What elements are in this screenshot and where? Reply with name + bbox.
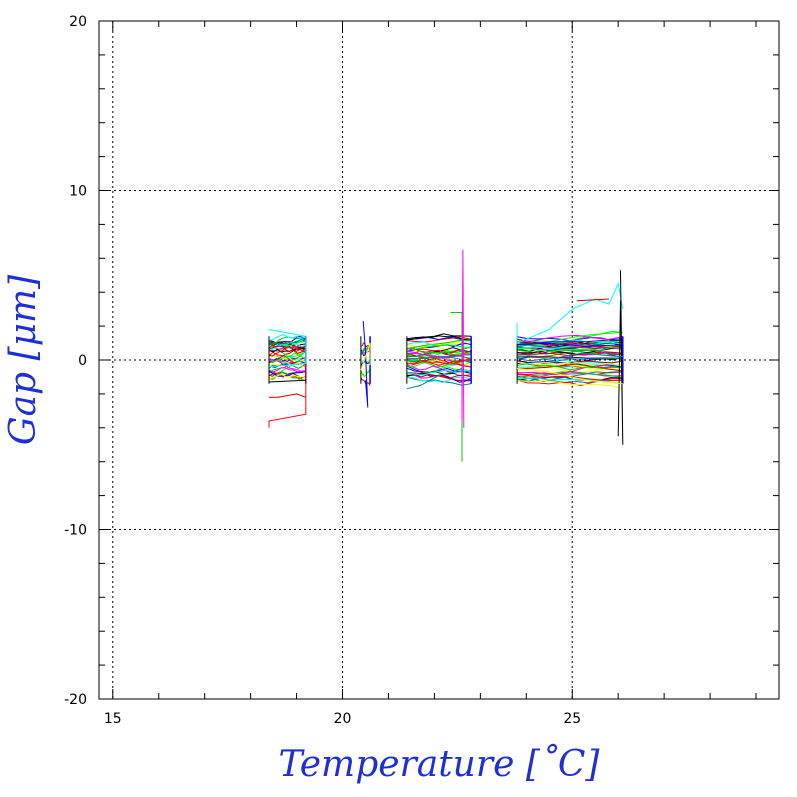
series-line [461,249,465,428]
series-line [411,344,472,351]
series-line [517,361,623,367]
series-line [406,369,472,376]
series-line [517,342,623,347]
x-tick-label: 20 [334,711,352,727]
x-axis-title: Temperature [˚C] [279,744,601,785]
series-line [268,334,307,342]
series-line [362,320,369,408]
series-line [517,345,623,355]
series-line [268,338,306,345]
series-line [268,341,306,351]
x-tick-label: 15 [104,711,122,727]
y-tick-label: 0 [78,353,87,369]
series-line [406,358,472,368]
series-line [268,359,306,373]
series-line [517,363,623,371]
series-line [517,363,623,372]
tick-labels: 15 20 25 20 10 0 -10 -20 [64,14,581,727]
series-line [406,359,472,366]
series-line [576,298,610,302]
series-line [406,335,472,341]
series-line [517,342,623,349]
series-line [517,352,623,359]
series-line [406,339,472,350]
y-axis-title: Gap [μm] [3,274,44,445]
y-tick-label: 10 [69,184,87,200]
series-line [268,379,306,383]
series-line [360,342,371,371]
x-tick-label: 25 [563,711,581,727]
series-line [517,357,623,362]
series-line [517,368,623,385]
series-line [360,368,371,378]
series-line [268,341,306,347]
series-line [268,373,306,380]
series-line [269,393,306,398]
series-line [406,347,472,354]
series-line [268,370,306,377]
series-line [268,339,307,428]
series-line [268,346,307,353]
series-line [406,355,472,362]
series-line [268,371,306,382]
series-line [268,344,307,352]
series-line [406,333,472,340]
series-line [268,354,306,363]
series-line [517,330,623,345]
series-line [406,376,472,386]
series-line [268,362,307,369]
series-line [517,377,623,385]
series-line [517,379,623,389]
series-line [268,351,306,363]
series-line [517,371,623,377]
series-line [406,350,472,359]
series-line [516,282,624,344]
y-tick-label: -10 [64,523,87,539]
series-line [517,334,623,343]
series-line [406,368,463,390]
plot-frame [98,20,780,700]
series-line [517,342,623,350]
series-line [268,329,307,368]
series-line [450,312,463,462]
series-line [406,336,472,341]
series-line [517,351,623,357]
series-line [517,346,623,353]
plot-data [268,249,624,462]
series-line [411,357,472,366]
series-line [406,376,472,384]
series-line [617,270,624,445]
series-line [268,367,306,373]
y-tick-label: 20 [69,14,87,30]
series-line [406,350,472,359]
series-line [517,371,623,379]
y-tick-label: -20 [64,692,87,708]
